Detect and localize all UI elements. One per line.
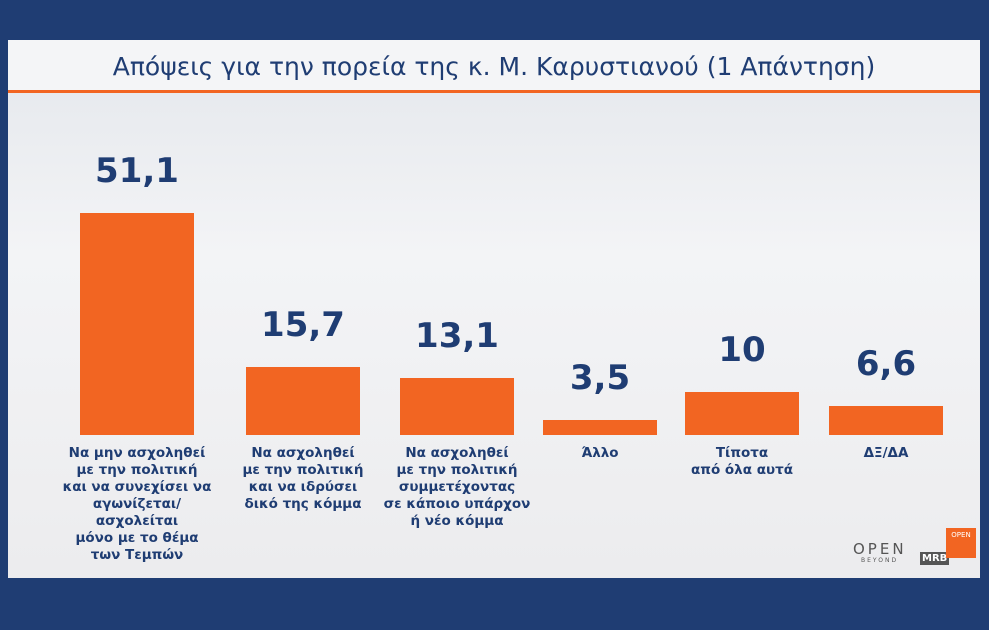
bar — [685, 391, 799, 435]
logo-mrb-open: OPEN — [946, 528, 976, 558]
category-label: Να μην ασχοληθεί με την πολιτική και να … — [62, 445, 212, 563]
chart-panel: Απόψεις για την πορεία της κ. Μ. Καρυστι… — [8, 40, 980, 578]
bar — [400, 378, 514, 435]
bar — [80, 213, 194, 435]
value-label: 13,1 — [415, 316, 499, 357]
value-label: 3,5 — [569, 357, 631, 398]
logo-beyond: BEYOND — [861, 557, 899, 564]
value-label: 6,6 — [855, 344, 917, 385]
bar — [543, 419, 657, 435]
category-label: ΔΞ/ΔΑ — [863, 445, 909, 461]
value-label: 10 — [718, 329, 766, 370]
title-bar: Απόψεις για την πορεία της κ. Μ. Καρυστι… — [8, 40, 980, 93]
chart-title: Απόψεις για την πορεία της κ. Μ. Καρυστι… — [112, 52, 876, 81]
value-label: 15,7 — [261, 304, 345, 345]
category-label: Να ασχοληθεί με την πολιτική και να ιδρύ… — [242, 445, 364, 512]
category-label: Άλλο — [581, 445, 619, 461]
bar — [829, 406, 943, 435]
bar — [246, 366, 360, 435]
value-label: 51,1 — [95, 151, 179, 191]
category-label: Τίποτα από όλα αυτά — [690, 445, 793, 478]
logo-mrb: MRB — [920, 552, 950, 565]
logo-open: OPEN — [853, 540, 907, 558]
category-label: Να ασχοληθεί με την πολιτική συμμετέχοντ… — [383, 445, 531, 529]
